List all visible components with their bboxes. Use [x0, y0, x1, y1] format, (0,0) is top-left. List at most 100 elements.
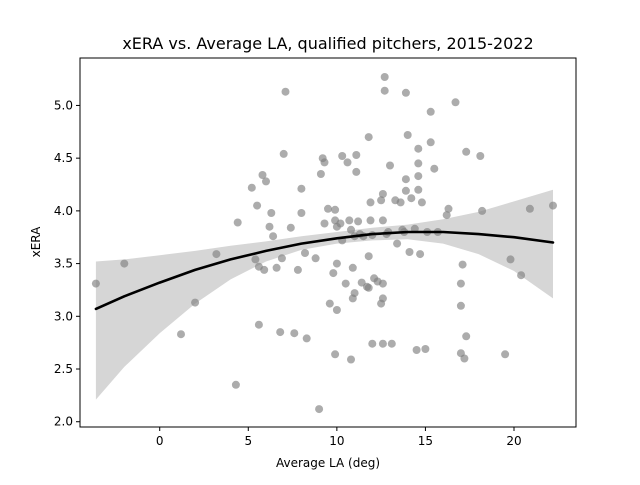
data-point — [120, 259, 129, 268]
data-point — [549, 201, 557, 210]
data-point — [269, 232, 278, 241]
data-point — [377, 196, 386, 205]
data-point — [414, 159, 423, 168]
data-point — [460, 354, 469, 363]
data-point — [368, 339, 377, 348]
data-point — [364, 283, 373, 292]
data-point — [277, 254, 286, 263]
data-point — [293, 265, 302, 274]
data-point — [414, 185, 423, 194]
data-point — [378, 216, 387, 225]
data-point — [279, 149, 288, 158]
data-point — [331, 350, 340, 359]
data-point — [458, 260, 467, 269]
data-point — [451, 98, 460, 107]
data-point — [267, 209, 276, 217]
fit-line — [94, 230, 555, 311]
data-point — [320, 219, 329, 228]
data-point — [290, 329, 299, 338]
data-point — [253, 201, 262, 210]
data-point — [380, 86, 389, 95]
data-point — [324, 204, 332, 213]
data-point — [387, 339, 396, 348]
y-tick-label: 2.0 — [54, 415, 73, 429]
data-point — [302, 334, 311, 343]
data-point — [350, 289, 359, 298]
y-tick-label: 4.0 — [54, 204, 73, 218]
data-point — [430, 164, 439, 173]
chart-title: xERA vs. Average LA, qualified pitchers,… — [122, 34, 533, 53]
data-point — [378, 339, 387, 348]
data-point — [366, 198, 375, 207]
y-tick-label: 2.5 — [54, 362, 73, 376]
data-point — [247, 183, 256, 192]
data-point — [260, 265, 269, 274]
x-tick-label: 15 — [418, 434, 433, 448]
data-point — [332, 306, 341, 314]
data-point — [517, 271, 526, 280]
data-point — [297, 184, 306, 193]
data-point — [442, 211, 451, 220]
y-tick-label: 3.0 — [54, 309, 73, 323]
confidence-band — [95, 189, 554, 400]
data-point — [401, 88, 410, 97]
y-tick-label: 4.5 — [54, 151, 73, 165]
data-point — [364, 133, 373, 142]
data-point — [272, 263, 281, 272]
data-point — [297, 209, 306, 217]
data-point — [366, 216, 375, 225]
x-tick-label: 0 — [156, 434, 164, 448]
data-point — [286, 223, 295, 232]
data-point — [407, 194, 416, 203]
data-point — [354, 217, 363, 226]
data-point — [525, 204, 534, 213]
data-point — [414, 172, 423, 181]
data-point — [347, 355, 355, 364]
data-point — [393, 239, 402, 248]
data-point — [444, 204, 453, 213]
data-point — [177, 330, 185, 339]
data-point — [403, 131, 412, 139]
data-point — [417, 198, 426, 207]
data-point — [386, 161, 394, 170]
data-point — [412, 346, 421, 354]
data-point — [254, 320, 263, 329]
data-point — [265, 222, 274, 231]
x-tick-label: 5 — [244, 434, 252, 448]
data-point — [378, 294, 387, 303]
data-point — [343, 158, 352, 167]
data-point — [456, 301, 465, 310]
data-point — [262, 177, 270, 186]
confidence-band-layer — [95, 189, 554, 400]
data-point — [476, 152, 485, 160]
y-tick-label: 3.5 — [54, 257, 73, 271]
data-point — [414, 144, 423, 153]
data-point — [315, 405, 324, 414]
data-point — [347, 225, 355, 234]
data-point — [276, 328, 285, 337]
data-point — [478, 206, 487, 215]
data-point — [301, 249, 309, 257]
data-point — [336, 219, 345, 228]
data-point — [341, 279, 350, 288]
plot-frame — [79, 57, 577, 428]
data-point — [506, 255, 515, 264]
data-point — [233, 218, 242, 227]
data-point — [456, 279, 465, 288]
data-point — [401, 175, 410, 184]
data-point — [405, 248, 414, 256]
data-point — [352, 167, 361, 176]
data-point — [338, 152, 347, 160]
x-axis-label: Average LA (deg) — [276, 456, 380, 470]
data-point — [364, 252, 373, 261]
data-point — [329, 269, 338, 278]
x-tick-label: 10 — [329, 434, 344, 448]
data-point — [320, 158, 329, 167]
y-tick-label: 5.0 — [54, 98, 73, 112]
data-point — [345, 216, 354, 225]
data-point — [316, 170, 325, 178]
y-axis-label: xERA — [29, 226, 43, 258]
data-point — [281, 87, 290, 96]
data-point — [251, 255, 260, 264]
data-point — [332, 259, 341, 268]
